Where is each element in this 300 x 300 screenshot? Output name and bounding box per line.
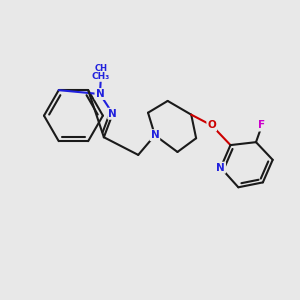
Text: N: N xyxy=(216,163,225,173)
Text: N: N xyxy=(108,109,117,119)
Text: N: N xyxy=(96,89,104,99)
Text: CH: CH xyxy=(94,64,107,74)
Text: N: N xyxy=(151,130,159,140)
Text: N: N xyxy=(151,130,159,140)
Text: O: O xyxy=(208,121,216,130)
Text: N: N xyxy=(108,109,117,119)
Text: O: O xyxy=(208,121,216,130)
Text: N: N xyxy=(96,89,104,99)
Text: N: N xyxy=(216,163,225,173)
Text: 3: 3 xyxy=(106,76,110,81)
Text: F: F xyxy=(258,121,266,130)
Text: CH₃: CH₃ xyxy=(92,72,110,81)
Text: F: F xyxy=(258,121,266,130)
